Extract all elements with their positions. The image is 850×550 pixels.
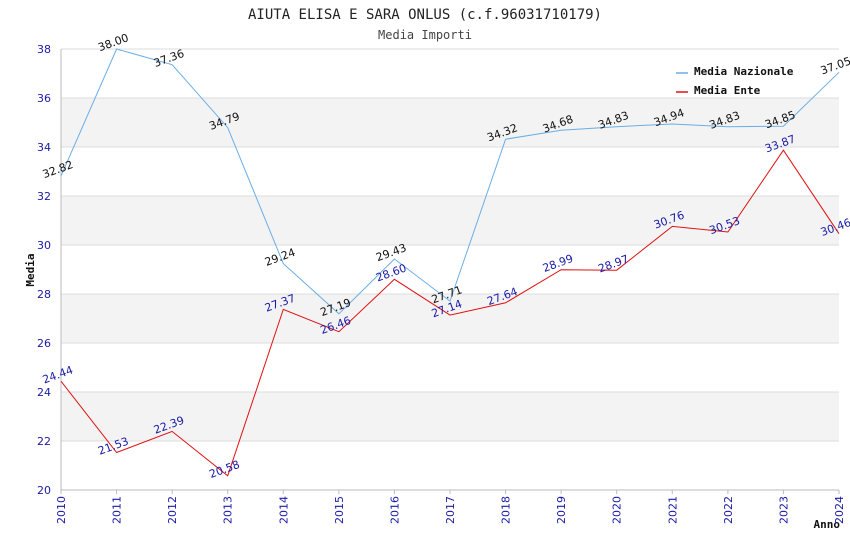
legend-label-media-ente: Media Ente: [694, 84, 761, 97]
x-tick-label: 2019: [555, 496, 568, 524]
grid-band: [61, 98, 839, 147]
y-axis-label: Media: [24, 253, 37, 286]
y-tick-label: 30: [37, 239, 51, 252]
y-tick-label: 24: [37, 386, 51, 399]
grid-band: [61, 294, 839, 343]
chart-subtitle: Media Importi: [378, 28, 472, 42]
series-line-media-ente: [60, 149, 840, 477]
grid-band: [61, 196, 839, 245]
grid-band: [61, 392, 839, 441]
data-label: 28.60: [374, 262, 408, 285]
x-tick-labels: 2010 2011 2012 2013 2014 2015 2016 2017 2018 2019…: [55, 496, 846, 524]
x-tick-label: 2012: [166, 496, 179, 524]
x-tick-label: 2010: [55, 496, 68, 524]
x-tick-label: 2023: [777, 496, 790, 524]
y-tick-label: 38: [37, 43, 51, 56]
data-label: 37.36: [152, 47, 186, 70]
x-tick-label: 2020: [611, 496, 624, 524]
data-label: 29.24: [263, 246, 297, 269]
y-tick-label: 36: [37, 92, 51, 105]
series-lines: [60, 48, 840, 477]
y-tick-label: 26: [37, 337, 51, 350]
grid-bands: [61, 98, 839, 441]
legend: Media Nazionale Media Ente: [676, 65, 794, 97]
x-tick-label: 2013: [222, 496, 235, 524]
x-tick-label: 2011: [111, 496, 124, 524]
y-tick-labels: 20 22 24 26 28 30 32 34 36 38: [37, 43, 51, 497]
axes: [60, 49, 840, 494]
data-label: 20.58: [207, 458, 241, 481]
data-label: 24.44: [41, 363, 75, 386]
x-tick-label: 2024: [833, 496, 846, 524]
x-tick-label: 2021: [666, 496, 679, 524]
x-tick-label: 2015: [333, 496, 346, 524]
y-tick-label: 32: [37, 190, 51, 203]
x-tick-label: 2014: [277, 496, 290, 524]
x-tick-label: 2022: [722, 496, 735, 524]
x-tick-label: 2018: [500, 496, 513, 524]
legend-label-media-nazionale: Media Nazionale: [694, 65, 794, 78]
chart-title: AIUTA ELISA E SARA ONLUS (c.f.9603171017…: [248, 7, 602, 23]
data-label: 38.00: [96, 31, 130, 54]
data-label: 32.82: [41, 158, 75, 181]
y-tick-label: 28: [37, 288, 51, 301]
x-tick-label: 2016: [388, 496, 401, 524]
data-label: 28.97: [596, 252, 630, 275]
y-tick-label: 34: [37, 141, 51, 154]
data-label: 37.05: [819, 54, 850, 77]
y-tick-label: 22: [37, 435, 51, 448]
series-line-media-nazionale: [60, 48, 840, 315]
x-tick-label: 2017: [444, 496, 457, 524]
x-axis-label: Anno: [814, 518, 841, 531]
y-tick-label: 20: [37, 484, 51, 497]
